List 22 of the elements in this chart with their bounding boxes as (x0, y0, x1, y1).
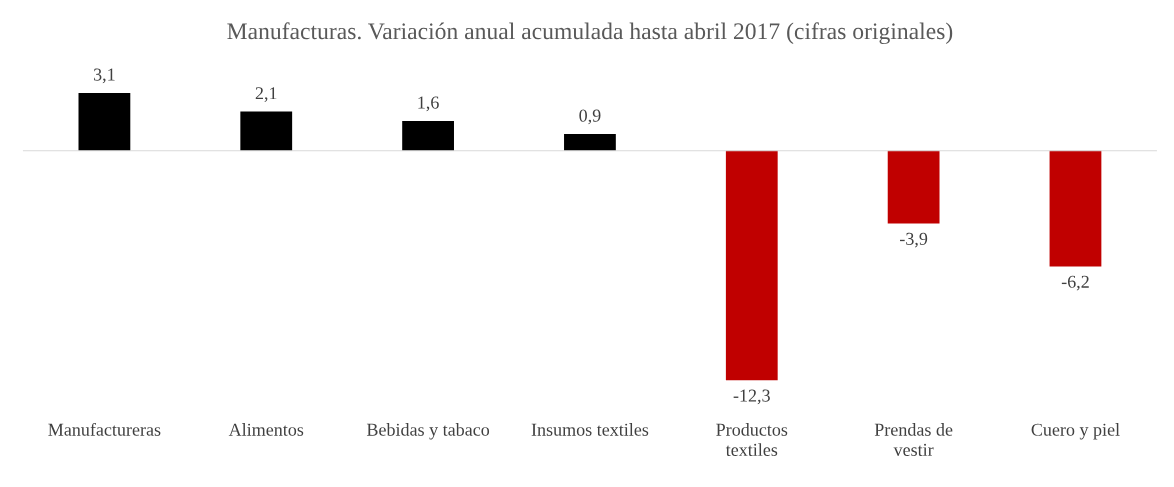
data-label: 3,1 (93, 68, 115, 84)
bar (887, 150, 940, 224)
x-tick-label: Bebidas y tabaco (366, 423, 490, 440)
data-label: 0,9 (579, 109, 601, 125)
x-tick-label: Productos textiles (716, 423, 788, 456)
bar (78, 92, 131, 151)
data-label: 1,6 (418, 96, 439, 112)
bar (402, 120, 454, 151)
bar (725, 150, 778, 381)
data-label: -12,3 (733, 389, 770, 405)
data-label: -6,2 (1061, 275, 1089, 291)
x-tick-label: Prendas de vestir (874, 423, 953, 456)
data-label: -3,9 (900, 232, 928, 248)
x-tick-label: Alimentos (228, 423, 304, 436)
bar (240, 111, 293, 151)
chart-title: Manufacturas. Variación anual acumulada hasta abril 2017 (cifras originales) (227, 22, 953, 45)
bar (1049, 150, 1102, 267)
x-tick-label: Insumos textiles (531, 423, 649, 436)
bar (564, 133, 616, 151)
data-label: 2,1 (255, 87, 277, 102)
x-tick-label: Cuero y piel (1031, 423, 1120, 440)
x-tick-label: Manufactureras (48, 422, 161, 436)
